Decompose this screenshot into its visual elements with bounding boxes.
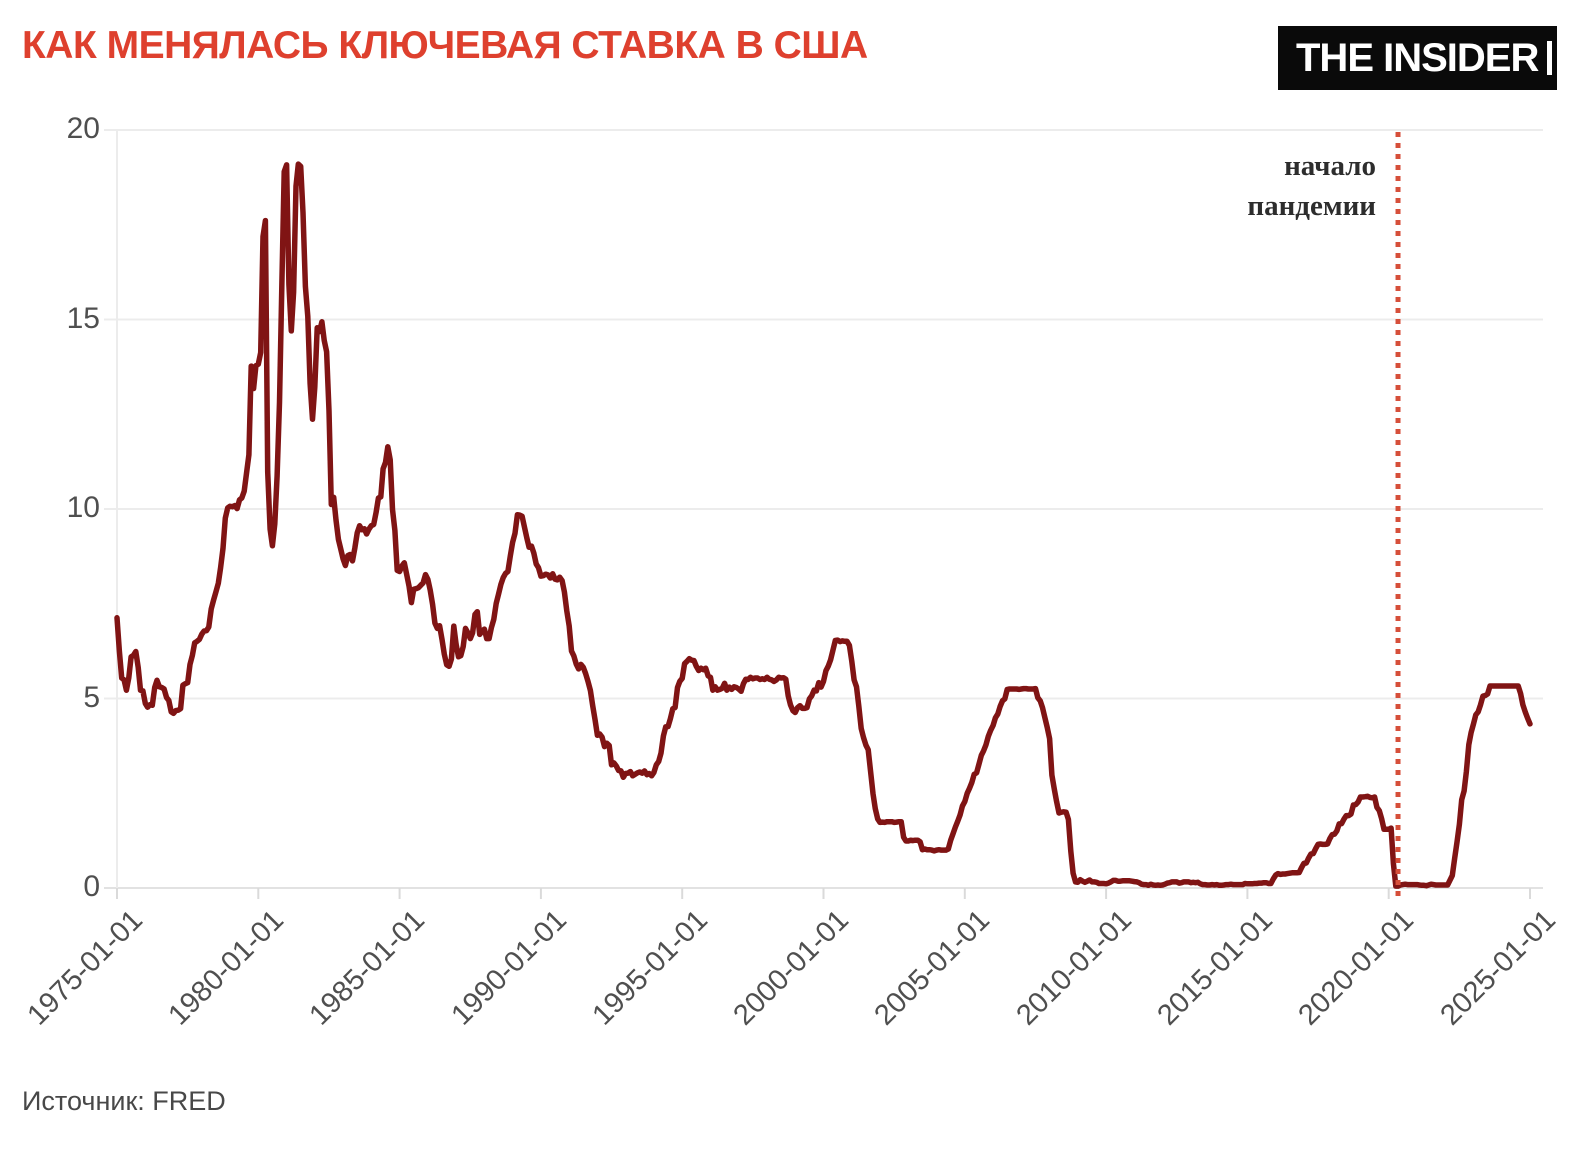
source-caption: Источник: FRED [22, 1086, 226, 1116]
logo-text: THE INSIDER [1296, 35, 1539, 80]
y-tick-label: 0 [83, 870, 100, 903]
rate-line-series [114, 161, 1533, 889]
y-tick-label: 20 [66, 112, 100, 145]
pandemic-annotation-line2: пандемии [1247, 190, 1376, 222]
pandemic-annotation-line1: начало [1284, 150, 1376, 182]
y-tick-label: 10 [66, 491, 100, 524]
page-title: КАК МЕНЯЛАСЬ КЛЮЧЕВАЯ СТАВКА В США [22, 24, 868, 67]
y-tick-label: 15 [66, 301, 100, 335]
y-tick-label: 5 [83, 680, 100, 714]
the-insider-logo: THE INSIDER [1278, 26, 1557, 90]
pandemic-annotation: начало пандемии [1247, 146, 1376, 226]
logo-cursor-bar [1547, 41, 1553, 75]
